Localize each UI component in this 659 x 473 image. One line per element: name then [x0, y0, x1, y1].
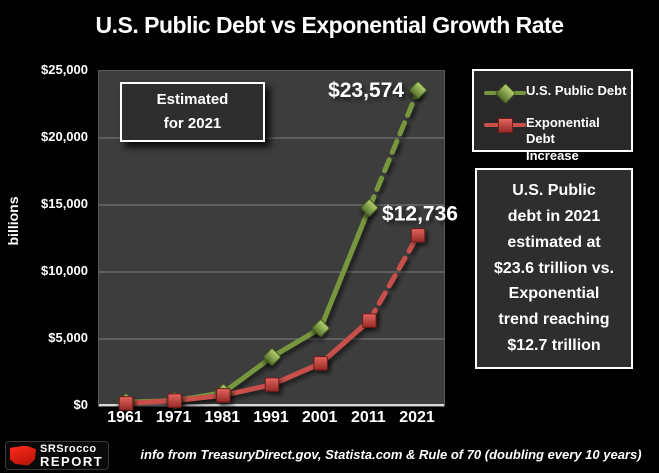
red-square-marker-icon [498, 118, 513, 133]
x-tick-label: 2001 [301, 409, 338, 426]
x-tick-label: 2021 [399, 409, 435, 426]
y-tick-label: $10,000 [41, 263, 88, 278]
y-axis-title: billions [5, 196, 21, 246]
public-debt-line-sample [484, 82, 526, 105]
point-value-label: $12,736 [382, 202, 458, 225]
y-tick-label: $0 [73, 397, 88, 412]
y-tick-label: $25,000 [41, 62, 88, 77]
chart-title: U.S. Public Debt vs Exponential Growth R… [95, 12, 564, 38]
legend-label: Exponential Debt Increase [526, 115, 600, 163]
plot-area: $23,574 $12,736 [98, 70, 458, 411]
srsrocco-report-logo: SRSrocco REPORT [5, 441, 109, 470]
y-tick-label: $20,000 [41, 129, 88, 144]
legend-label: U.S. Public Debt [526, 83, 627, 98]
logo-text-srsrocco: SRSrocco [40, 442, 97, 455]
legend: U.S. Public Debt Exponential Debt Increa… [472, 69, 633, 163]
estimated-annotation-box: Estimated for 2021 [120, 82, 265, 142]
exponential-line-sample [484, 116, 526, 134]
legend-item-exponential: Exponential Debt Increase [484, 115, 631, 164]
x-tick-label: 1981 [204, 409, 241, 426]
srsrocco-logo-icon [10, 445, 36, 466]
green-diamond-marker-icon [494, 82, 517, 105]
x-tick-label: 2011 [350, 409, 386, 426]
point-value-label: $23,574 [328, 79, 404, 102]
x-tick-label: 1971 [155, 409, 192, 426]
y-tick-label: $15,000 [41, 196, 88, 211]
footer: SRSrocco REPORT info from TreasuryDirect… [0, 438, 659, 473]
summary-note-box: U.S. Public debt in 2021 estimated at $2… [475, 168, 633, 369]
legend-item-public-debt: U.S. Public Debt [484, 82, 627, 105]
source-info-text: info from TreasuryDirect.gov, Statista.c… [140, 447, 642, 462]
y-tick-label: $5,000 [48, 330, 88, 345]
x-tick-label: 1991 [253, 409, 289, 426]
x-tick-label: 1961 [107, 409, 143, 426]
logo-text-report: REPORT [40, 453, 104, 469]
